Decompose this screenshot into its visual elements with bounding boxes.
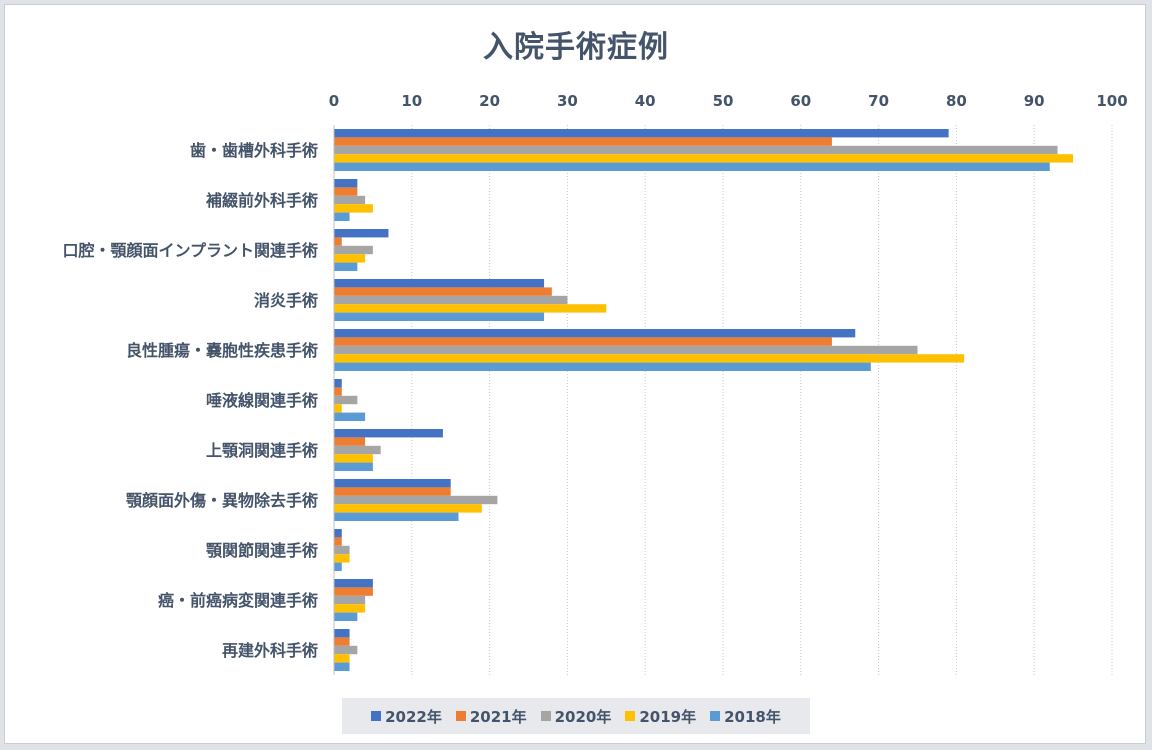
bar-4-2 (334, 345, 918, 355)
bar-7-2 (334, 495, 498, 505)
bar-4-1 (334, 337, 832, 346)
tick-label-100: 100 (1096, 92, 1127, 110)
bar-0-2 (334, 145, 1058, 155)
legend-item-0: 2022年 (371, 706, 442, 727)
bar-10-2 (334, 645, 358, 655)
bar-10-0 (334, 629, 350, 638)
bar-6-3 (334, 454, 373, 463)
labels-layer: 0 10 20 30 40 50 60 70 80 90 100 歯・歯槽外科手術補綴前外科手術口腔・… (62, 92, 1127, 660)
category-label-0: 歯・歯槽外科手術 (190, 141, 318, 160)
bar-7-3 (334, 504, 482, 513)
legend-swatch-1 (455, 711, 466, 721)
bar-6-4 (334, 462, 373, 471)
tick-label-20: 20 (479, 92, 500, 110)
bar-2-0 (334, 229, 389, 238)
tick-label-40: 40 (635, 92, 656, 110)
tick-label-0: 0 (329, 92, 339, 110)
bar-1-1 (334, 187, 358, 196)
bar-9-0 (334, 579, 373, 588)
bar-3-1 (334, 287, 552, 296)
legend-item-3: 2019年 (625, 706, 696, 727)
bar-2-4 (334, 262, 358, 271)
bar-10-4 (334, 662, 350, 671)
bar-4-0 (334, 329, 856, 338)
chart-legend: 2022年 2021年 2020年 2019年 2018年 (342, 698, 810, 734)
bar-3-2 (334, 295, 568, 305)
bar-7-1 (334, 487, 451, 496)
bar-4-4 (334, 362, 871, 371)
bar-0-1 (334, 137, 832, 146)
bar-0-3 (334, 154, 1074, 163)
category-label-7: 顎顔面外傷・異物除去手術 (126, 491, 318, 510)
category-label-8: 顎関節関連手術 (206, 541, 318, 560)
bar-9-2 (334, 595, 366, 605)
tick-label-70: 70 (868, 92, 889, 110)
category-label-10: 再建外科手術 (222, 641, 318, 660)
bar-4-3 (334, 354, 965, 363)
bar-10-1 (334, 637, 350, 646)
bar-1-4 (334, 212, 350, 221)
bar-3-3 (334, 304, 607, 313)
bar-2-1 (334, 237, 342, 246)
tick-label-10: 10 (401, 92, 422, 110)
category-label-9: 癌・前癌病変関連手術 (158, 591, 318, 610)
bar-7-4 (334, 512, 459, 521)
category-label-5: 唾液線関連手術 (206, 391, 318, 410)
bar-1-2 (334, 195, 366, 205)
legend-label-3: 2019年 (639, 707, 697, 726)
bar-0-4 (334, 162, 1050, 171)
bar-5-4 (334, 412, 366, 421)
legend-item-4: 2018年 (710, 706, 781, 727)
bar-3-4 (334, 312, 545, 321)
bar-8-3 (334, 554, 350, 563)
grid-layer (411, 125, 1113, 675)
bar-2-2 (334, 245, 373, 255)
legend-swatch-3 (625, 711, 636, 721)
legend-swatch-4 (710, 711, 721, 721)
bar-8-4 (334, 562, 342, 571)
legend-item-2: 2020年 (540, 706, 612, 727)
bar-8-2 (334, 545, 350, 555)
bar-5-3 (334, 404, 342, 413)
bar-5-1 (334, 387, 342, 396)
tick-label-90: 90 (1024, 92, 1045, 110)
legend-label-4: 2018年 (724, 707, 781, 726)
legend-swatch-0 (371, 711, 382, 721)
bar-5-2 (334, 395, 358, 405)
bar-9-4 (334, 612, 358, 621)
bar-3-0 (334, 279, 545, 288)
bar-6-0 (334, 429, 443, 438)
category-label-4: 良性腫瘍・嚢胞性疾患手術 (126, 341, 318, 360)
bar-1-0 (334, 179, 358, 188)
bar-9-3 (334, 604, 366, 613)
category-label-6: 上顎洞関連手術 (206, 441, 318, 460)
legend-label-1: 2021年 (469, 707, 527, 726)
bar-2-3 (334, 254, 366, 263)
tick-label-30: 30 (557, 92, 578, 110)
category-label-2: 口腔・顎顔面インプラント関連手術 (62, 241, 318, 260)
bars-layer (334, 129, 1074, 671)
tick-label-80: 80 (946, 92, 967, 110)
chart-frame (4, 4, 1146, 744)
bar-6-1 (334, 437, 366, 446)
bar-1-3 (334, 204, 373, 213)
bar-10-3 (334, 654, 350, 663)
bar-5-0 (334, 379, 342, 388)
legend-label-0: 2022年 (385, 707, 442, 726)
category-label-1: 補綴前外科手術 (205, 191, 318, 210)
bar-8-0 (334, 529, 342, 538)
bar-7-0 (334, 479, 451, 488)
chart-title: 入院手術症例 (483, 30, 669, 65)
legend-item-1: 2021年 (455, 706, 527, 727)
tick-label-50: 50 (713, 92, 734, 110)
tick-label-60: 60 (790, 92, 811, 110)
legend-swatch-2 (540, 711, 551, 721)
legend-label-2: 2020年 (554, 707, 612, 726)
bar-8-1 (334, 537, 342, 546)
bar-9-1 (334, 587, 373, 596)
bar-6-2 (334, 445, 381, 455)
category-label-3: 消炎手術 (254, 291, 318, 310)
bar-0-0 (334, 129, 949, 138)
